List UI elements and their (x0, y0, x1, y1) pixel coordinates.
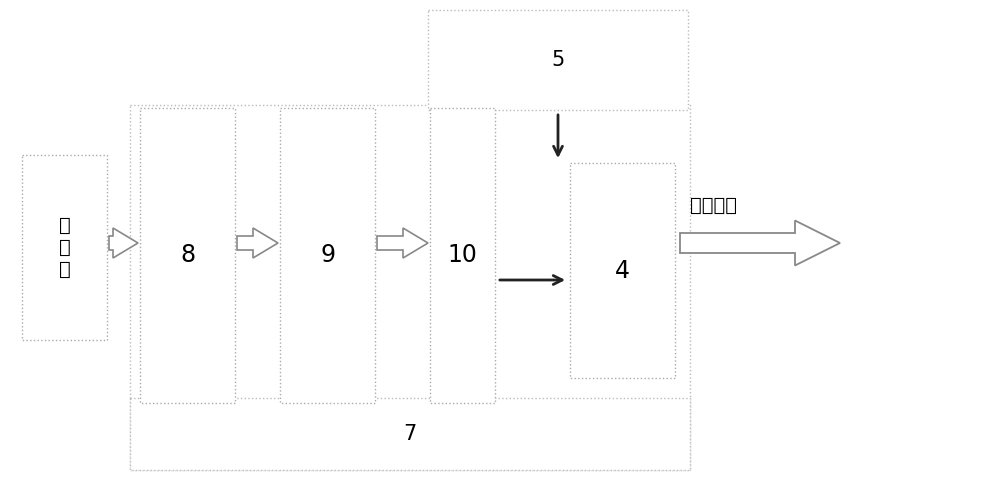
Bar (130, 398, 690, 470)
Bar (140, 108, 235, 403)
Text: 4: 4 (615, 258, 630, 283)
Bar (430, 108, 495, 403)
Polygon shape (680, 221, 840, 266)
Bar (428, 10, 688, 110)
Text: 7: 7 (403, 424, 417, 444)
Bar (22, 155, 107, 340)
Text: 8: 8 (180, 243, 195, 268)
Text: 5: 5 (551, 50, 565, 70)
Bar (280, 108, 375, 403)
Text: 10: 10 (448, 243, 477, 268)
Polygon shape (377, 228, 428, 258)
Polygon shape (237, 228, 278, 258)
Bar (570, 163, 675, 378)
Polygon shape (109, 228, 138, 258)
Text: 9: 9 (320, 243, 335, 268)
Bar (130, 105, 690, 470)
Text: 视频数据: 视频数据 (690, 196, 737, 214)
Text: 光
信
号: 光 信 号 (59, 216, 70, 279)
